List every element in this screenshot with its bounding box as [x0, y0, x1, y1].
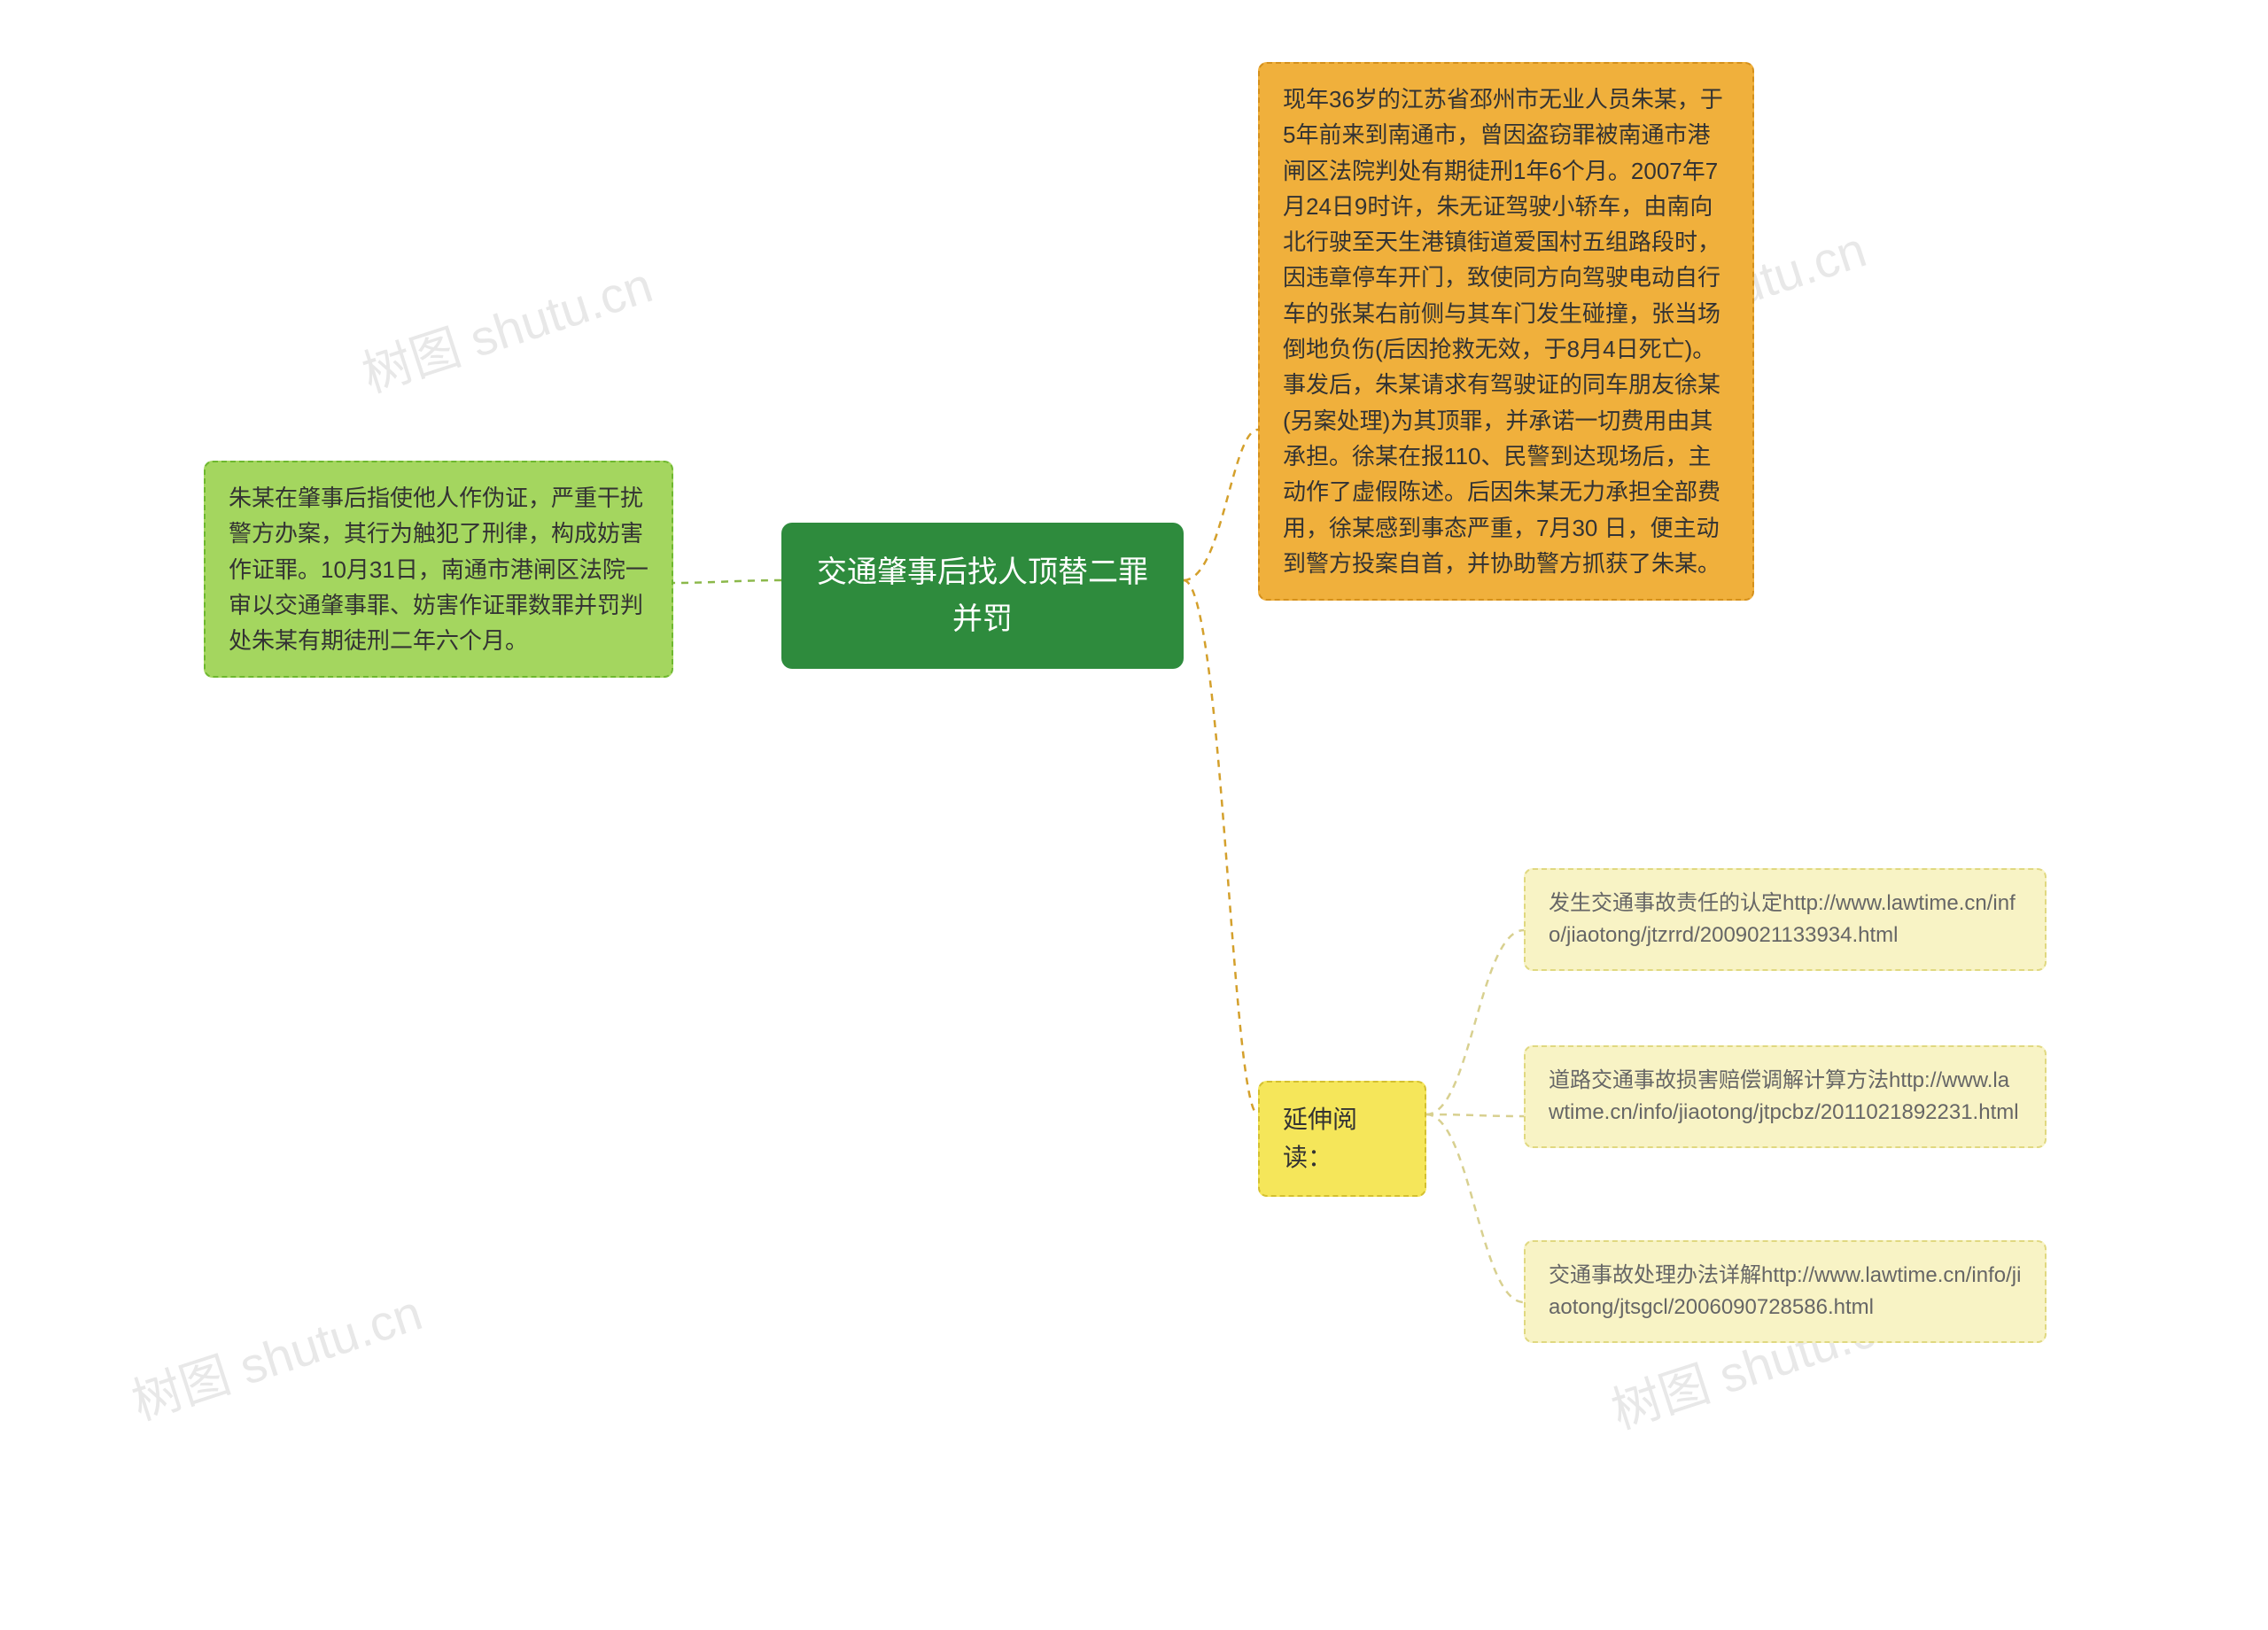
reading-link-text: 交通事故处理办法详解http://www.lawtime.cn/info/jia… [1549, 1263, 2021, 1319]
root-node-label: 交通肇事后找人顶替二罪并罚 [817, 555, 1148, 636]
reading-link-text: 发生交通事故责任的认定http://www.lawtime.cn/info/ji… [1549, 891, 2016, 947]
case-detail-text: 现年36岁的江苏省邳州市无业人员朱某，于5年前来到南通市，曾因盗窃罪被南通市港闸… [1283, 86, 1723, 577]
watermark: 树图 shutu.cn [352, 245, 660, 407]
reading-link-node[interactable]: 道路交通事故损害赔偿调解计算方法http://www.lawtime.cn/in… [1524, 1045, 2047, 1148]
case-detail-node[interactable]: 现年36岁的江苏省邳州市无业人员朱某，于5年前来到南通市，曾因盗窃罪被南通市港闸… [1258, 62, 1754, 601]
reading-link-node[interactable]: 发生交通事故责任的认定http://www.lawtime.cn/info/ji… [1524, 868, 2047, 971]
further-reading-node[interactable]: 延伸阅读： [1258, 1081, 1426, 1197]
connector-lines [0, 0, 2268, 1630]
left-branch-text: 朱某在肇事后指使他人作伪证，严重干扰警方办案，其行为触犯了刑律，构成妨害作证罪。… [229, 485, 649, 654]
reading-link-text: 道路交通事故损害赔偿调解计算方法http://www.lawtime.cn/in… [1549, 1068, 2019, 1124]
watermark: 树图 shutu.cn [121, 1273, 430, 1434]
root-node[interactable]: 交通肇事后找人顶替二罪并罚 [781, 523, 1184, 669]
further-reading-label: 延伸阅读： [1283, 1106, 1357, 1171]
reading-link-node[interactable]: 交通事故处理办法详解http://www.lawtime.cn/info/jia… [1524, 1240, 2047, 1343]
left-branch-node[interactable]: 朱某在肇事后指使他人作伪证，严重干扰警方办案，其行为触犯了刑律，构成妨害作证罪。… [204, 461, 673, 678]
